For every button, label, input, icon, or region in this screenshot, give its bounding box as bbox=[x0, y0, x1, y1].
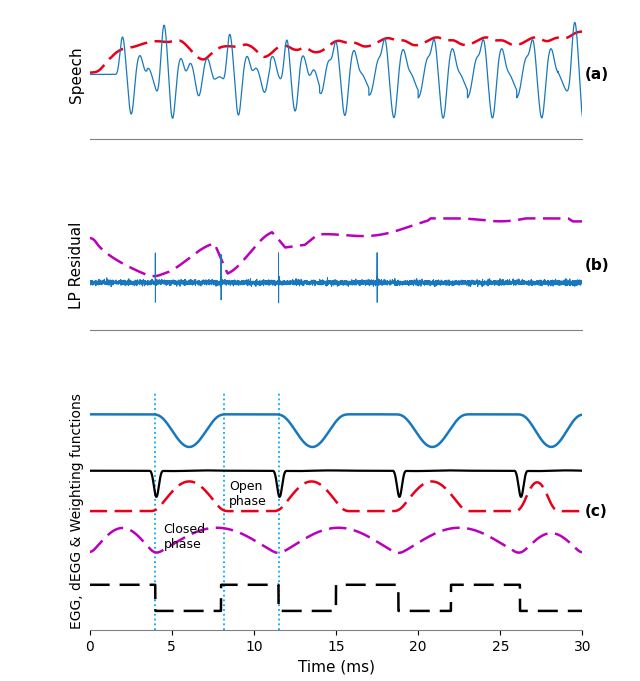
Text: (c): (c) bbox=[585, 504, 607, 519]
Text: (b): (b) bbox=[585, 258, 609, 273]
Text: Open
phase: Open phase bbox=[229, 480, 267, 508]
Y-axis label: EGG, dEGG & Weighting functions: EGG, dEGG & Weighting functions bbox=[70, 393, 84, 629]
Y-axis label: Speech: Speech bbox=[69, 46, 84, 103]
Y-axis label: LP Residual: LP Residual bbox=[69, 222, 84, 309]
Text: Closed
phase: Closed phase bbox=[164, 523, 205, 551]
X-axis label: Time (ms): Time (ms) bbox=[298, 659, 374, 674]
Text: (a): (a) bbox=[585, 67, 609, 82]
